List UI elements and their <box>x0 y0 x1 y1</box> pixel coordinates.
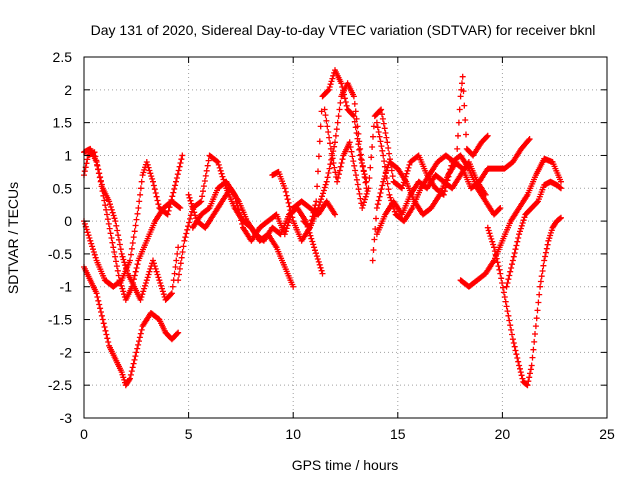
axis-ticks: 0 5 10 15 20 25 2.5 2 1.5 1 0.5 0 -0.5 -1 -1.5 -2 -2.5 -3 <box>48 49 615 442</box>
plus-marker-trace <box>189 178 339 244</box>
y-tick-label: 2.5 <box>53 49 73 65</box>
y-tick-label: 0.5 <box>53 180 73 196</box>
chart-title: Day 131 of 2020, Sidereal Day-to-day VTE… <box>91 22 596 38</box>
y-tick-label: -2.5 <box>48 377 72 393</box>
sat-track-14 <box>457 155 564 290</box>
sat-track-9 <box>300 67 370 231</box>
x-tick-label: 25 <box>599 426 615 442</box>
data-points <box>81 67 564 389</box>
y-tick-label: -0.5 <box>48 246 72 262</box>
plus-marker-trace <box>373 159 489 238</box>
y-axis-label: SDTVAR / TECUs <box>5 182 21 294</box>
sat-track-16 <box>503 178 564 290</box>
y-tick-label: 1 <box>64 147 72 163</box>
sat-track-4 <box>81 145 182 303</box>
y-tick-label: -1.5 <box>48 312 72 328</box>
x-tick-label: 5 <box>185 426 193 442</box>
y-tick-label: -2 <box>60 344 73 360</box>
sat-track-15 <box>484 214 564 389</box>
plus-marker-trace <box>457 155 564 290</box>
y-tick-label: 0 <box>64 213 72 229</box>
grid-lines <box>84 57 607 418</box>
plus-marker-trace <box>300 67 370 231</box>
x-tick-label: 15 <box>390 426 406 442</box>
x-tick-label: 0 <box>80 426 88 442</box>
sat-track-13 <box>373 159 489 238</box>
y-tick-label: -1 <box>60 279 73 295</box>
plus-marker-trace <box>484 214 564 389</box>
x-tick-label: 10 <box>285 426 301 442</box>
plus-marker-trace <box>503 178 564 290</box>
x-axis-label: GPS time / hours <box>292 457 399 473</box>
x-tick-label: 20 <box>495 426 511 442</box>
sat-track-7 <box>189 178 339 244</box>
y-tick-label: 1.5 <box>53 115 73 131</box>
plot-frame <box>83 56 608 419</box>
y-tick-label: -3 <box>60 410 73 426</box>
y-tick-label: 2 <box>64 82 72 98</box>
plus-marker-trace <box>81 145 182 303</box>
